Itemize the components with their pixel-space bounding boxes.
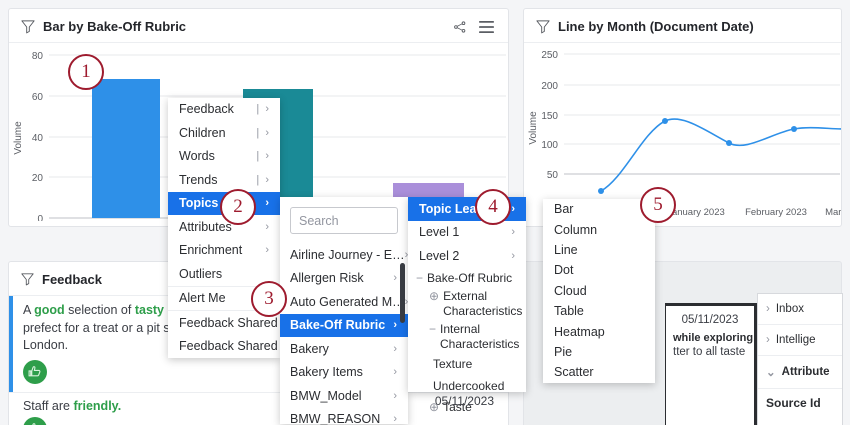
- svg-text:Volume: Volume: [13, 121, 24, 155]
- svg-text:20: 20: [32, 173, 44, 184]
- svg-text:0: 0: [37, 214, 43, 221]
- svg-text:Volume: Volume: [528, 111, 539, 145]
- svg-text:250: 250: [541, 50, 558, 61]
- svg-text:40: 40: [32, 133, 44, 144]
- svg-text:50: 50: [547, 170, 559, 181]
- svg-text:150: 150: [541, 111, 558, 122]
- svg-text:Mar...: Mar...: [825, 207, 842, 218]
- svg-text:60: 60: [32, 92, 44, 103]
- svg-text:100: 100: [541, 140, 558, 151]
- svg-text:January 2023: January 2023: [667, 207, 725, 218]
- svg-text:80: 80: [32, 51, 44, 62]
- svg-text:February 2023: February 2023: [745, 207, 807, 218]
- svg-text:200: 200: [541, 81, 558, 92]
